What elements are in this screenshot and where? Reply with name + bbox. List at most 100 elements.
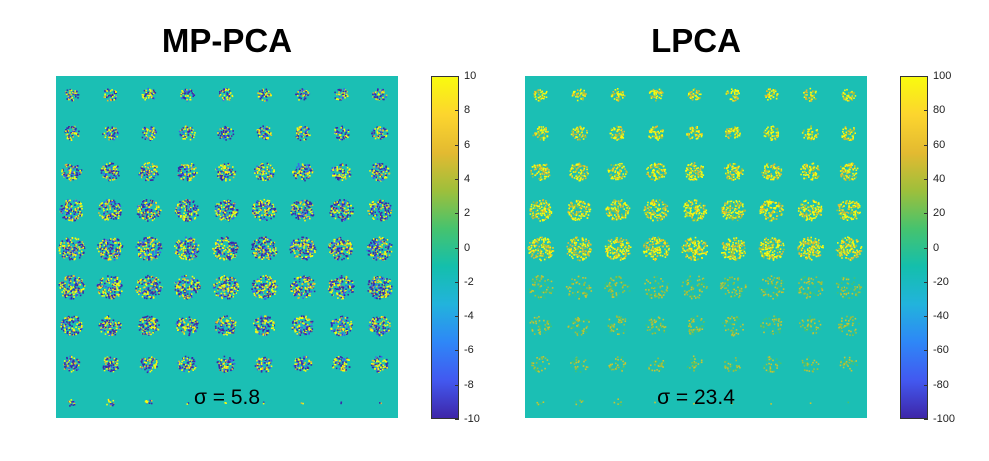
noise-pixel bbox=[193, 213, 196, 215]
noise-pixel bbox=[218, 210, 220, 212]
noise-pixel bbox=[186, 201, 189, 204]
noise-pixel bbox=[219, 207, 221, 210]
noise-pixel bbox=[193, 247, 195, 249]
noise-pixel bbox=[289, 244, 292, 247]
noise-pixel bbox=[145, 203, 148, 205]
noise-pixel bbox=[223, 245, 226, 247]
noise-pixel bbox=[104, 169, 107, 172]
noise-pixel bbox=[118, 214, 120, 217]
noise-pixel bbox=[219, 91, 221, 93]
noise-pixel bbox=[343, 241, 346, 243]
noise-pixel bbox=[104, 216, 106, 219]
noise-pixel bbox=[263, 211, 266, 213]
noise-pixel bbox=[335, 252, 338, 254]
noise-pixel bbox=[302, 236, 305, 239]
noise-pixel bbox=[263, 95, 266, 98]
noise-pixel bbox=[369, 170, 371, 172]
noise-pixel bbox=[140, 211, 143, 214]
noise-pixel bbox=[146, 128, 148, 130]
noise-pixel bbox=[303, 128, 306, 131]
noise-pixel bbox=[339, 243, 342, 246]
noise-pixel bbox=[296, 166, 298, 169]
noise-pixel bbox=[338, 238, 341, 240]
noise-pixel bbox=[99, 204, 101, 207]
noise-pixel bbox=[99, 282, 102, 284]
noise-pixel bbox=[183, 255, 185, 257]
noise-pixel bbox=[148, 211, 150, 213]
heatmap-slice bbox=[138, 162, 159, 182]
noise-pixel bbox=[218, 254, 220, 257]
noise-pixel bbox=[107, 275, 109, 277]
noise-pixel bbox=[197, 244, 200, 247]
noise-pixel bbox=[369, 205, 372, 208]
noise-pixel bbox=[71, 171, 73, 174]
noise-pixel bbox=[100, 285, 102, 288]
noise-pixel bbox=[333, 240, 336, 243]
noise-pixel bbox=[215, 283, 217, 285]
noise-pixel bbox=[187, 278, 189, 281]
noise-pixel bbox=[225, 178, 227, 180]
noise-pixel bbox=[265, 172, 267, 175]
noise-pixel bbox=[262, 202, 265, 205]
noise-pixel bbox=[70, 238, 72, 240]
noise-pixel bbox=[373, 166, 375, 168]
noise-pixel bbox=[64, 175, 67, 178]
noise-pixel bbox=[138, 209, 140, 212]
noise-pixel bbox=[224, 175, 226, 178]
noise-pixel bbox=[308, 249, 310, 252]
noise-pixel bbox=[267, 163, 270, 166]
heatmap-slice bbox=[178, 125, 196, 141]
noise-pixel bbox=[82, 244, 84, 247]
noise-pixel bbox=[60, 205, 63, 207]
noise-pixel bbox=[147, 277, 150, 280]
noise-pixel bbox=[266, 201, 268, 204]
noise-pixel bbox=[146, 215, 148, 218]
noise-pixel bbox=[100, 255, 103, 258]
noise-pixel bbox=[188, 91, 191, 93]
noise-pixel bbox=[157, 244, 160, 246]
noise-pixel bbox=[335, 211, 337, 214]
noise-pixel bbox=[191, 129, 193, 132]
noise-pixel bbox=[150, 127, 152, 130]
noise-pixel bbox=[188, 175, 191, 177]
noise-pixel bbox=[141, 253, 143, 255]
noise-pixel bbox=[107, 215, 110, 218]
noise-pixel bbox=[146, 176, 149, 179]
noise-pixel bbox=[266, 201, 268, 203]
noise-pixel bbox=[117, 242, 120, 244]
noise-pixel bbox=[258, 94, 261, 97]
noise-pixel bbox=[152, 283, 155, 285]
noise-pixel bbox=[177, 244, 180, 247]
noise-pixel bbox=[256, 131, 259, 134]
noise-pixel bbox=[119, 281, 121, 283]
noise-pixel bbox=[188, 253, 190, 255]
noise-pixel bbox=[230, 253, 232, 255]
noise-pixel bbox=[378, 206, 381, 208]
heatmap-slice bbox=[103, 88, 117, 102]
noise-pixel bbox=[228, 252, 230, 255]
noise-pixel bbox=[223, 258, 225, 261]
noise-pixel bbox=[347, 239, 349, 242]
noise-pixel bbox=[150, 283, 152, 285]
noise-pixel bbox=[295, 255, 297, 258]
noise-pixel bbox=[373, 208, 375, 210]
noise-pixel bbox=[339, 138, 342, 141]
noise-pixel bbox=[157, 211, 160, 214]
noise-pixel bbox=[261, 176, 264, 179]
noise-pixel bbox=[380, 130, 382, 133]
noise-pixel bbox=[257, 212, 259, 214]
noise-pixel bbox=[329, 212, 331, 214]
noise-pixel bbox=[266, 204, 268, 207]
noise-pixel bbox=[65, 129, 68, 131]
noise-pixel bbox=[387, 212, 390, 215]
noise-pixel bbox=[216, 239, 219, 241]
noise-pixel bbox=[187, 127, 189, 130]
noise-pixel bbox=[218, 257, 221, 260]
noise-pixel bbox=[344, 201, 346, 204]
noise-pixel bbox=[376, 95, 379, 98]
noise-pixel bbox=[148, 203, 151, 205]
noise-pixel bbox=[186, 250, 189, 252]
noise-pixel bbox=[154, 92, 157, 94]
noise-pixel bbox=[269, 209, 272, 211]
noise-pixel bbox=[302, 164, 304, 167]
